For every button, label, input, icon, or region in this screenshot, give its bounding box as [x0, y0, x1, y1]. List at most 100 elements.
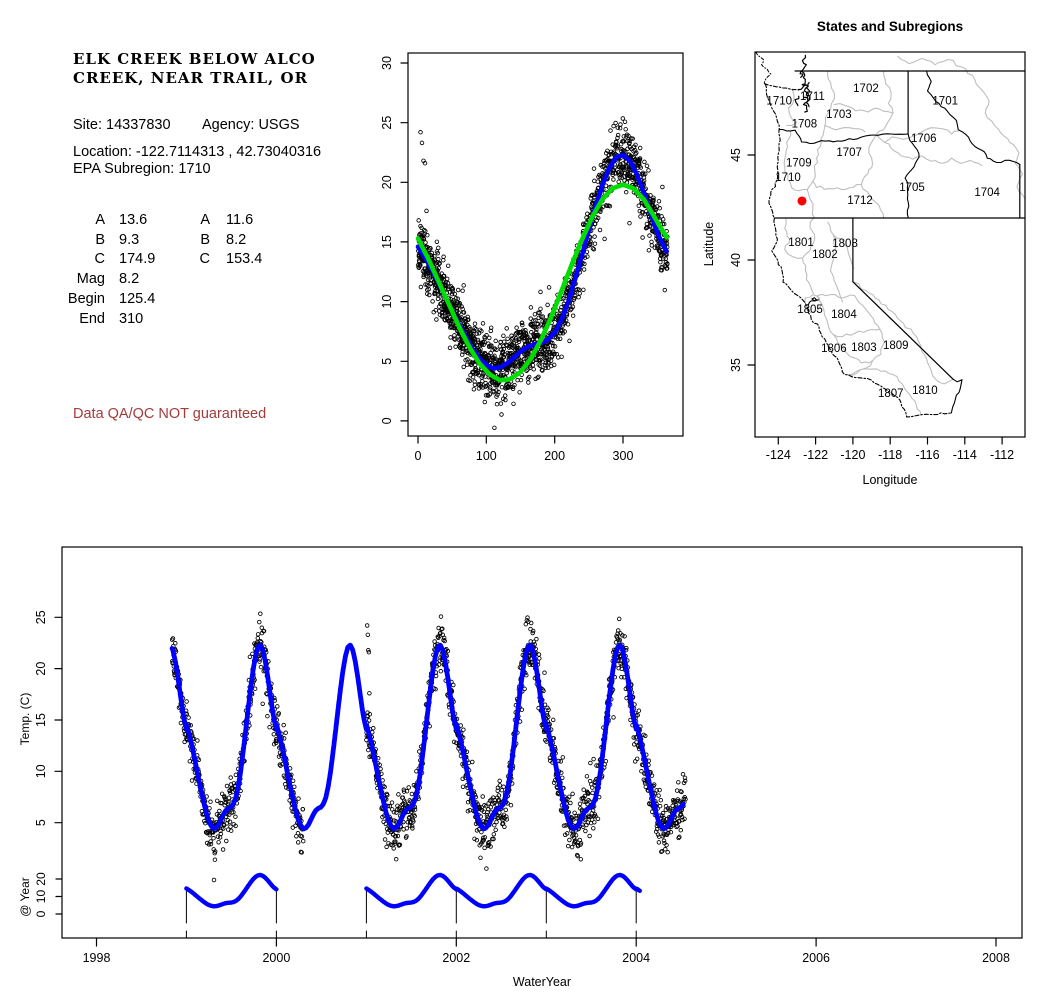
svg-text:15: 15 [34, 713, 48, 727]
epa-value: 1710 [178, 161, 211, 177]
agency-label: Agency: [202, 117, 255, 133]
subregion-label: 1806 [821, 343, 847, 355]
svg-text:Latitude: Latitude [702, 222, 716, 267]
svg-text:-122: -122 [803, 448, 828, 462]
param-label: A [95, 212, 105, 228]
map-title: States and Subregions [817, 19, 963, 34]
svg-text:20: 20 [34, 872, 48, 886]
param-label: C [94, 251, 105, 268]
agency-line: Agency: USGS [202, 117, 300, 133]
agency-value: USGS [258, 117, 300, 133]
location-label: Location: [73, 144, 132, 160]
svg-text:WaterYear: WaterYear [513, 975, 571, 989]
svg-text:10: 10 [34, 764, 48, 778]
subregion-label: 1810 [912, 385, 938, 397]
timeseries-frame [61, 546, 1023, 939]
param-label: Begin [67, 290, 105, 307]
subregion-label: 1804 [831, 309, 857, 321]
seasonal-plot-frame [407, 52, 684, 437]
epa-subregion-line: EPA Subregion: 1710 [73, 161, 211, 177]
location-value: -122.7114313 , 42.73040316 [135, 144, 322, 160]
svg-text:-114: -114 [953, 448, 977, 462]
svg-text:2002: 2002 [442, 951, 470, 965]
svg-text:Temp. (C): Temp. (C) [18, 693, 32, 746]
svg-text:10: 10 [380, 295, 394, 309]
param-value: 11.6 [226, 212, 254, 228]
at-year-subpanel [184, 872, 642, 924]
location-line: Location: -122.7114313 , 42.73040316 [73, 144, 321, 160]
param-label: B [95, 231, 105, 248]
map-x-title: Longitude [863, 473, 918, 487]
svg-text:40: 40 [729, 253, 743, 267]
svg-text:25: 25 [34, 610, 48, 624]
timeseries-y-axis: 5 10 15 20 25 [34, 610, 63, 826]
subregion-label: 1702 [853, 83, 879, 95]
subregion-label: 1801 [788, 237, 814, 249]
svg-text:0: 0 [415, 449, 422, 463]
svg-text:-118: -118 [878, 448, 902, 462]
puget-sound-scribble [794, 54, 819, 306]
svg-text:1998: 1998 [83, 951, 111, 965]
station-title-line1: ELK CREEK BELOW ALCO [73, 50, 316, 68]
param-label: A [200, 212, 210, 228]
subregion-label: 1710 [766, 95, 792, 107]
seasonal-plot-y-axis: 0 5 10 15 20 25 30 [380, 56, 409, 424]
svg-text:100: 100 [476, 449, 497, 463]
seasonal-plot-x-axis: 0 100 200 300 [415, 435, 634, 463]
parameter-table: A 13.6 B 9.3 C 174.9 Mag 8.2 Begin 125.4 End 310 A 11… [60, 212, 360, 337]
timeseries-y-title: Temp. (C) [18, 693, 32, 746]
svg-text:Longitude: Longitude [863, 473, 918, 487]
station-title-line2: CREEK, NEAR TRAIL, OR [73, 69, 309, 87]
param-value: 125.4 [119, 290, 156, 307]
svg-text:-116: -116 [915, 448, 939, 462]
subregion-map: 1711171017021701170317081706170717091710… [702, 19, 1026, 487]
svg-text:45: 45 [729, 148, 743, 162]
svg-text:35: 35 [729, 358, 743, 372]
at-year-sub-title: @ Year [18, 877, 32, 917]
site-location-dot [797, 196, 807, 206]
svg-text:5: 5 [380, 358, 394, 365]
param-label: C [199, 251, 210, 268]
subregion-label: 1807 [878, 388, 904, 400]
svg-text:0: 0 [34, 910, 48, 917]
param-value: 153.4 [226, 251, 263, 268]
param-value: 8.2 [119, 271, 140, 288]
svg-text:2004: 2004 [622, 951, 650, 965]
param-label: End [79, 310, 105, 327]
subregion-boundaries [783, 55, 1026, 416]
svg-text:-112: -112 [990, 448, 1014, 462]
subregion-label: 1705 [899, 182, 925, 194]
subregion-label: 1803 [851, 342, 877, 354]
svg-text:2006: 2006 [802, 951, 830, 965]
svg-text:2008: 2008 [982, 951, 1010, 965]
state-borders [773, 70, 1026, 414]
station-title: ELK CREEK BELOW ALCO CREEK, NEAR TRAIL, … [73, 50, 316, 88]
map-x-axis: -124 -122 -120 -118 -116 -114 -112 [766, 436, 1014, 462]
subregion-label: 1703 [826, 109, 852, 121]
svg-text:300: 300 [613, 449, 634, 463]
svg-text:-120: -120 [840, 448, 865, 462]
svg-text:States and Subregions: States and Subregions [817, 19, 963, 34]
timeseries-x-title: WaterYear [513, 975, 571, 989]
map-y-title: Latitude [702, 222, 716, 267]
fitted-line-blue [169, 642, 686, 832]
site-label: Site: [73, 117, 103, 133]
svg-text:25: 25 [380, 116, 394, 130]
param-label: Mag [76, 271, 105, 288]
seasonal-fit-plot: 0 100 200 300 0 5 10 15 20 25 30 [380, 52, 684, 463]
qa-warning: Data QA/QC NOT guaranteed [73, 406, 267, 422]
subregion-label: 1708 [792, 119, 818, 131]
param-value: 310 [119, 310, 144, 327]
site-value: 14337830 [106, 117, 171, 133]
subregion-label: 1701 [932, 95, 958, 107]
svg-text:-124: -124 [766, 448, 791, 462]
map-y-axis: 35 40 45 [729, 148, 756, 372]
subregion-label: 1712 [847, 195, 873, 207]
seasonal-fit-line-green [415, 182, 670, 383]
subregion-labels: 1711171017021701170317081706170717091710… [766, 83, 1000, 400]
param-label: B [200, 231, 210, 248]
timeseries-x-axis: 1998 2000 2002 2004 2006 2008 [83, 930, 1010, 965]
coastline [755, 51, 952, 418]
svg-text:20: 20 [34, 662, 48, 676]
param-value: 174.9 [119, 251, 156, 268]
